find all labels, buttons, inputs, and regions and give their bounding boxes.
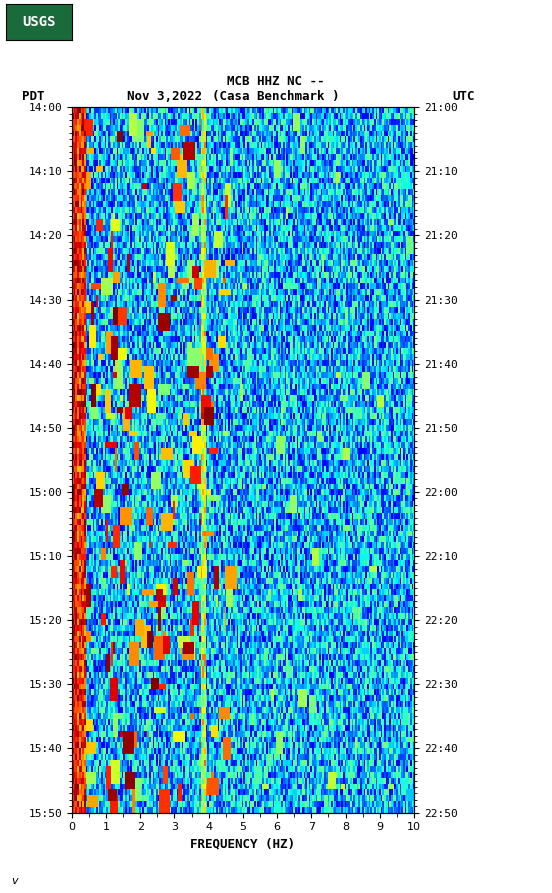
Text: UTC: UTC [453, 90, 475, 103]
Text: Nov 3,2022: Nov 3,2022 [127, 90, 202, 103]
Text: (Casa Benchmark ): (Casa Benchmark ) [213, 90, 339, 103]
Text: USGS: USGS [22, 15, 55, 29]
Text: PDT: PDT [22, 90, 45, 103]
X-axis label: FREQUENCY (HZ): FREQUENCY (HZ) [190, 838, 295, 851]
Text: MCB HHZ NC --: MCB HHZ NC -- [227, 75, 325, 88]
Text: $\mathit{v}$: $\mathit{v}$ [11, 876, 20, 886]
